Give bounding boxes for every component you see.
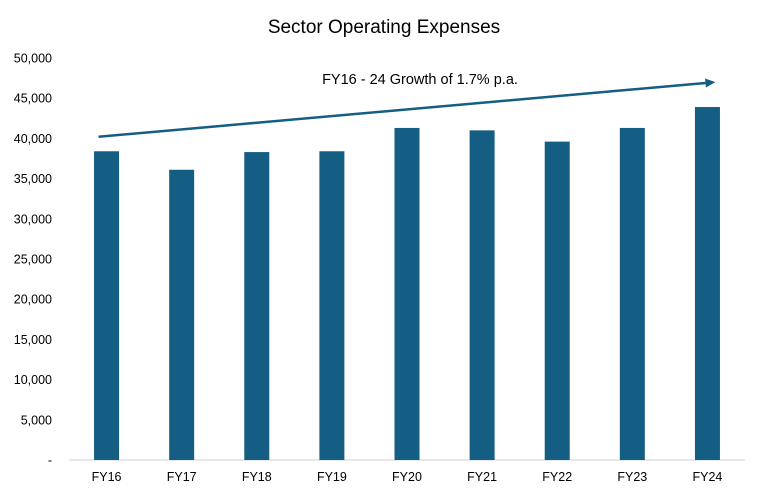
chart-title: Sector Operating Expenses <box>268 17 500 38</box>
y-tick-label: 35,000 <box>14 172 52 186</box>
bar-fy19 <box>319 151 345 460</box>
y-tick-label: 20,000 <box>14 293 52 307</box>
x-tick-label: FY22 <box>542 470 572 484</box>
bar-fy20 <box>394 127 420 460</box>
x-tick-label: FY19 <box>317 470 347 484</box>
x-tick-label: FY18 <box>242 470 272 484</box>
bar-fy16 <box>94 151 120 460</box>
x-tick-label: FY21 <box>467 470 497 484</box>
y-tick-label: 45,000 <box>14 92 52 106</box>
y-tick-label: - <box>48 454 52 468</box>
y-tick-label: 15,000 <box>14 333 52 347</box>
y-axis: - 5,000 10,000 15,000 20,000 25,000 30,000 35,0… <box>14 52 52 468</box>
y-tick-label: 5,000 <box>21 413 52 427</box>
bar-fy17 <box>169 169 195 461</box>
bar-fy23 <box>619 127 645 460</box>
bar-fy24 <box>694 107 720 460</box>
x-tick-label: FY23 <box>617 470 647 484</box>
bar-fy21 <box>469 130 495 461</box>
y-tick-label: 25,000 <box>14 253 52 267</box>
y-tick-label: 40,000 <box>14 132 52 146</box>
growth-annotation: FY16 - 24 Growth of 1.7% p.a. <box>98 72 716 139</box>
growth-arrow-head <box>705 78 716 88</box>
y-tick-label: 10,000 <box>14 373 52 387</box>
x-tick-label: FY17 <box>167 470 197 484</box>
growth-label: FY16 - 24 Growth of 1.7% p.a. <box>322 72 518 88</box>
x-tick-label: FY16 <box>92 470 122 484</box>
y-tick-label: 30,000 <box>14 212 52 226</box>
y-tick-label: 50,000 <box>14 52 52 66</box>
x-tick-label: FY24 <box>692 470 722 484</box>
bar-fy22 <box>544 141 570 460</box>
x-tick-label: FY20 <box>392 470 422 484</box>
growth-arrow-line <box>98 81 706 139</box>
bar-fy18 <box>244 152 270 460</box>
x-axis: FY16 FY17 FY18 FY19 FY20 FY21 FY22 FY23 FY24 <box>92 470 723 484</box>
bars <box>94 107 720 461</box>
